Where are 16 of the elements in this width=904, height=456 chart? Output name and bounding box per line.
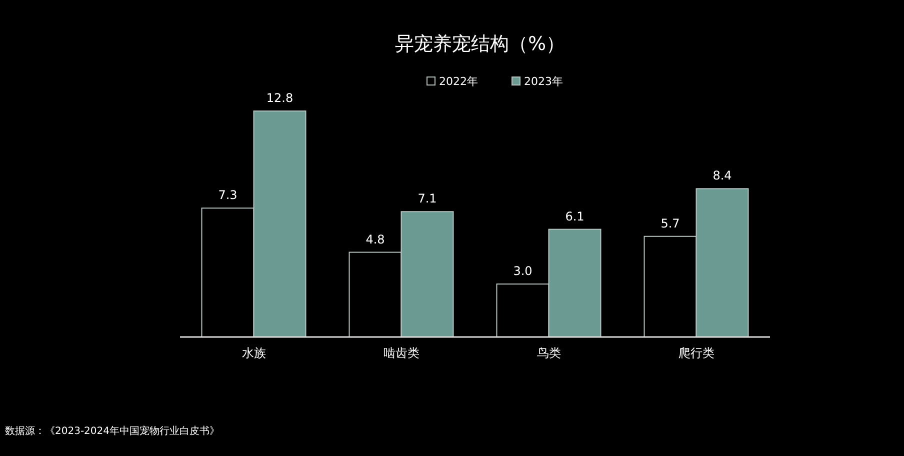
data-label: 12.8 <box>266 91 294 105</box>
x-tick-label: 鸟类 <box>536 346 561 360</box>
legend-label: 2023年 <box>524 75 563 88</box>
x-tick-label: 啮齿类 <box>383 346 420 360</box>
data-label: 7.3 <box>218 188 238 202</box>
x-tick-label: 水族 <box>242 346 266 360</box>
x-tick-label: 爬行类 <box>678 346 714 360</box>
data-label: 8.4 <box>712 168 732 183</box>
data-label: 4.8 <box>366 232 385 246</box>
legend-label: 2022年 <box>439 75 478 88</box>
data-label: 5.7 <box>660 216 680 230</box>
chart-title: 异宠养宠结构（%） <box>394 33 566 55</box>
data-label: 3.0 <box>513 264 532 278</box>
data-label: 6.1 <box>565 209 584 224</box>
data-label: 7.1 <box>418 192 437 206</box>
text: 数据源：《2023-2024年中国宠物行业白皮书》 <box>5 425 220 437</box>
